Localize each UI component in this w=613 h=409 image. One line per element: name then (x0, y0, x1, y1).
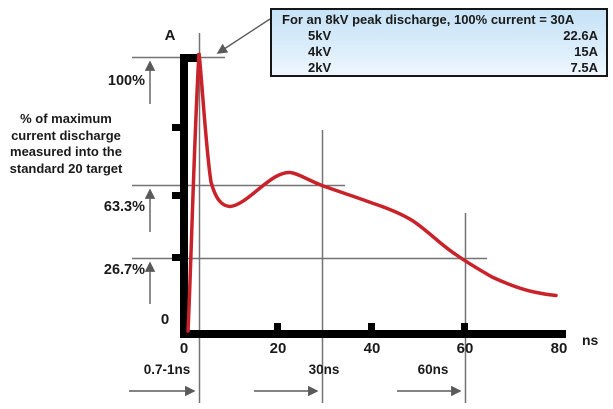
peak-current-callout: For an 8kV peak discharge, 100% current … (270, 8, 608, 77)
callout-row-4kv: 4kV 15A (282, 44, 598, 60)
y-axis-description-line: measured into the (10, 144, 122, 159)
y-axis-description-line: standard 20 target (9, 160, 123, 176)
level-label-100pct: 100% (107, 73, 145, 89)
callout-voltage: 2kV (308, 60, 332, 75)
y-axis-top-tick (188, 54, 198, 62)
level-label-63pct: 63.3% (103, 199, 145, 215)
x-tick-20 (274, 323, 281, 330)
y-axis-origin-label: 0 (160, 311, 170, 328)
discharge-current-curve (186, 52, 558, 333)
y-tick-75 (172, 124, 180, 131)
x-tick-label-20: 20 (269, 340, 287, 357)
x-tick-label-80: 80 (550, 340, 568, 357)
callout-voltage: 4kV (308, 44, 332, 59)
callout-current: 22.6A (563, 28, 598, 43)
x-tick-60 (461, 323, 468, 330)
y-tick-25 (172, 254, 180, 261)
y-axis-line (180, 54, 188, 338)
x-tick-40 (368, 323, 375, 330)
x-tick-label-0: 0 (179, 340, 189, 357)
x-tick-label-60: 60 (456, 340, 474, 357)
x-axis-line (180, 330, 566, 338)
callout-voltage: 5kV (308, 28, 332, 43)
level-label-27pct: 26.7% (103, 262, 145, 278)
callout-row-2kv: 2kV 7.5A (282, 60, 598, 76)
annotation-rise-time: 0.7-1ns (143, 362, 191, 377)
y-tick-50 (172, 192, 180, 199)
y-axis-description: % of maximum current discharge measured … (0, 111, 132, 177)
annotation-60ns: 60ns (417, 362, 449, 377)
x-axis-unit-label: ns (582, 332, 599, 348)
annotation-30ns: 30ns (308, 362, 340, 377)
callout-pointer-arrow (216, 18, 271, 54)
callout-current: 7.5A (570, 60, 598, 75)
callout-title: For an 8kV peak discharge, 100% current … (282, 12, 575, 27)
y-axis-description-line: current discharge (11, 127, 121, 143)
x-tick-label-40: 40 (363, 340, 381, 357)
y-axis-unit-label: A (164, 27, 176, 44)
callout-current: 15A (574, 44, 598, 59)
y-axis-description-line: % of maximum (20, 111, 112, 126)
callout-row-5kv: 5kV 22.6A (282, 28, 598, 44)
